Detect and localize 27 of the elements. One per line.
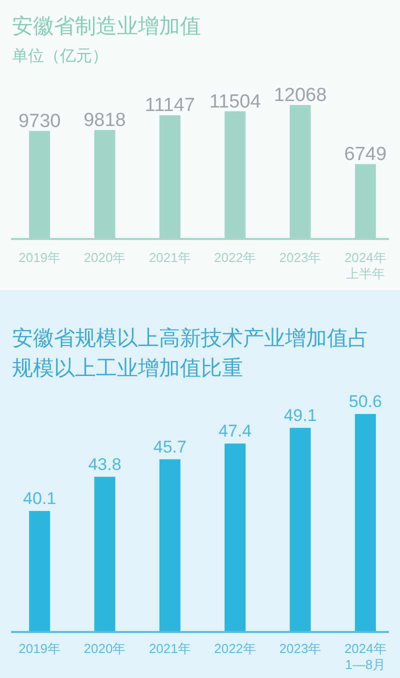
data-label: 9730: [18, 110, 61, 132]
chart-title: 安徽省规模以上高新技术产业增加值占规模以上工业增加值比重: [12, 327, 369, 380]
x-tick-label: 2024年上半年: [344, 250, 386, 281]
x-tick-label: 2022年: [214, 250, 256, 265]
data-label: 6749: [344, 144, 387, 166]
x-tick-label: 2019年: [18, 250, 61, 265]
x-tick-label: 2023年: [279, 250, 322, 265]
data-label: 43.8: [88, 454, 122, 474]
data-label: 9818: [84, 110, 126, 131]
data-label: 47.4: [218, 422, 252, 441]
data-label: 11147: [144, 95, 195, 116]
data-label: 11504: [209, 91, 262, 112]
chart-title: 安徽省制造业增加值: [12, 15, 201, 38]
chart-subtitle: 单位（亿元）: [12, 47, 108, 65]
data-label: 40.1: [23, 488, 56, 508]
data-label: 49.1: [284, 406, 317, 425]
x-tick-label: 2021年: [148, 250, 191, 265]
data-label: 45.7: [153, 437, 186, 456]
data-label: 50.6: [348, 392, 382, 411]
x-tick-label: 2021年: [148, 641, 191, 656]
x-tick-label: 2024年1—8月: [344, 641, 386, 672]
x-tick-label: 2023年: [279, 641, 322, 656]
x-tick-label: 2020年: [84, 641, 126, 656]
x-tick-label: 2020年: [84, 250, 126, 265]
data-label: 12068: [274, 85, 327, 106]
x-tick-label: 2019年: [18, 641, 61, 656]
x-tick-label: 2022年: [214, 641, 256, 656]
